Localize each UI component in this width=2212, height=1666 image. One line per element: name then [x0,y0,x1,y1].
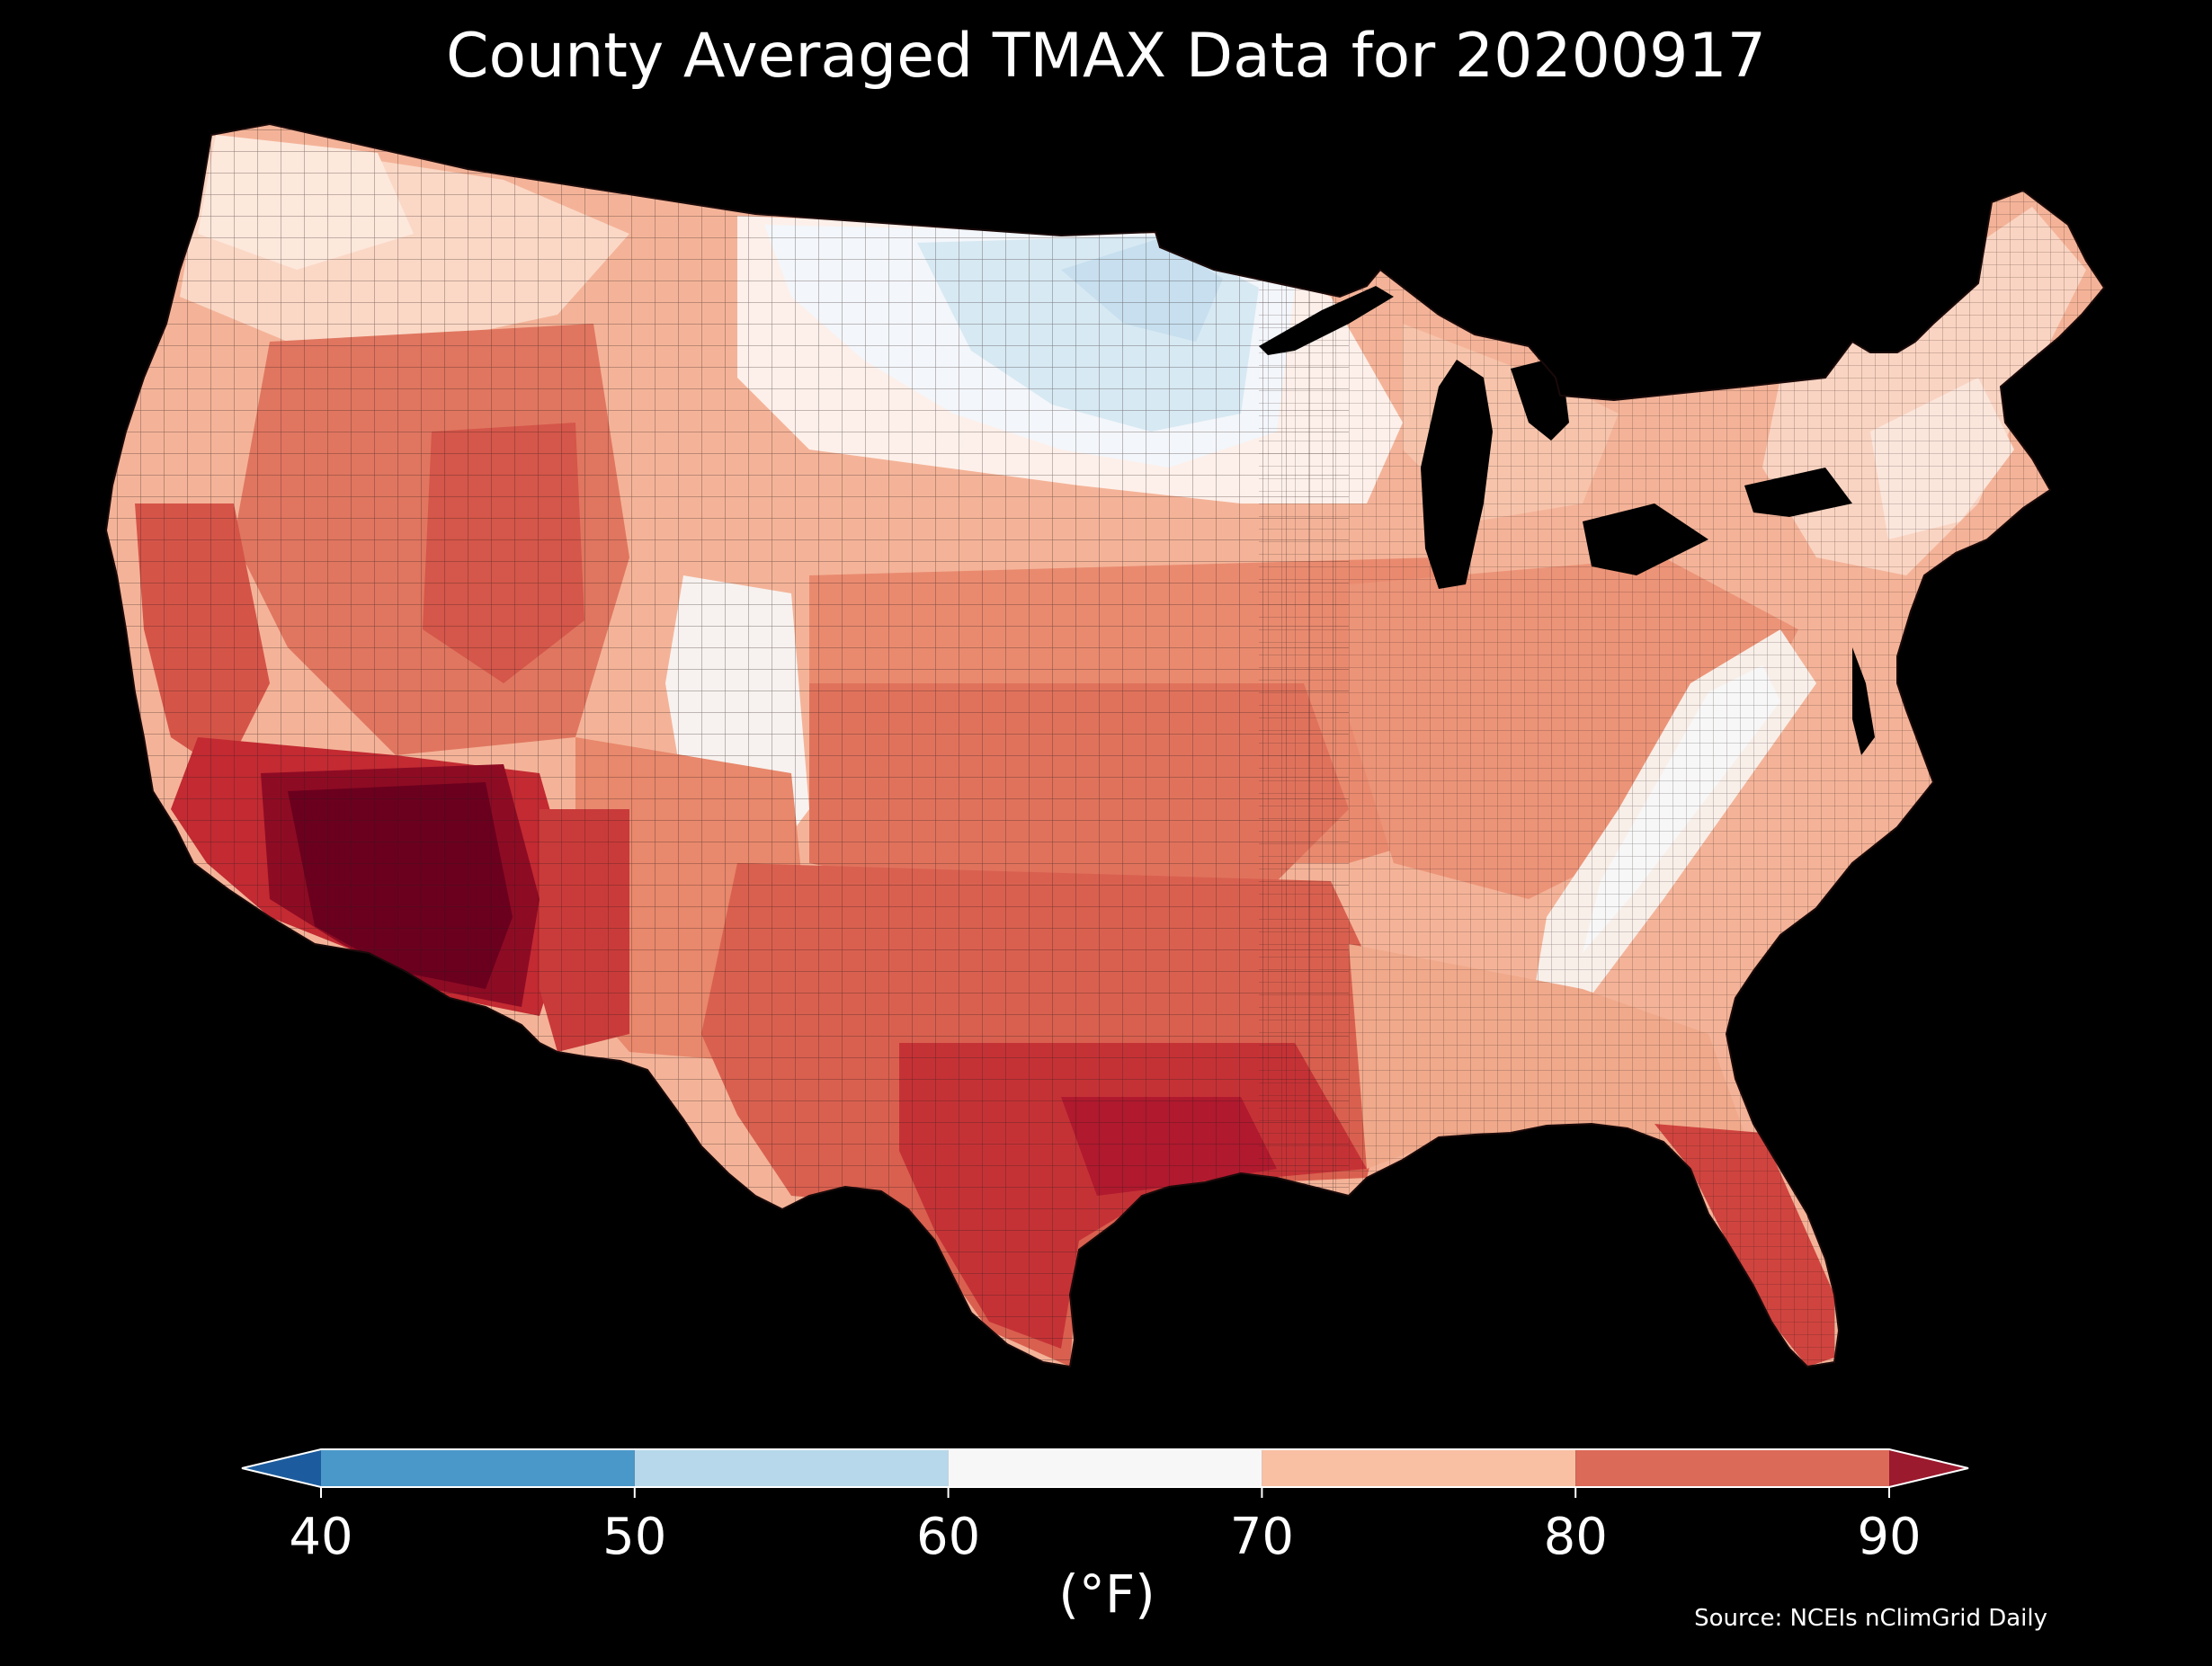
great-lakes [1259,286,1852,589]
colorbar-tick-label: 40 [289,1508,352,1566]
colorbar-tick-label: 80 [1544,1508,1608,1566]
map-title: County Averaged TMAX Data for 20200917 [446,21,1766,92]
colorbar-tick-label: 60 [916,1508,980,1566]
chesapeake-bay [1852,647,1875,755]
colorbar-tick-label: 70 [1230,1508,1294,1566]
colorbar-unit-label: (°F) [1058,1564,1155,1625]
colorbar-bin-3 [1262,1449,1576,1487]
colorbar-bin-0 [321,1449,635,1487]
colorbar-over-arrow [1889,1449,1968,1487]
colorbar-bin-4 [1575,1449,1889,1487]
colorbar-tick-label: 90 [1857,1508,1921,1566]
colorbar-bin-1 [634,1449,949,1487]
source-credit: Source: NCEIs nClimGrid Daily [1694,1605,2047,1632]
colorbar-bin-2 [948,1449,1262,1487]
colorbar-tick-label: 50 [602,1508,666,1566]
colorbar-under-arrow [242,1449,321,1487]
